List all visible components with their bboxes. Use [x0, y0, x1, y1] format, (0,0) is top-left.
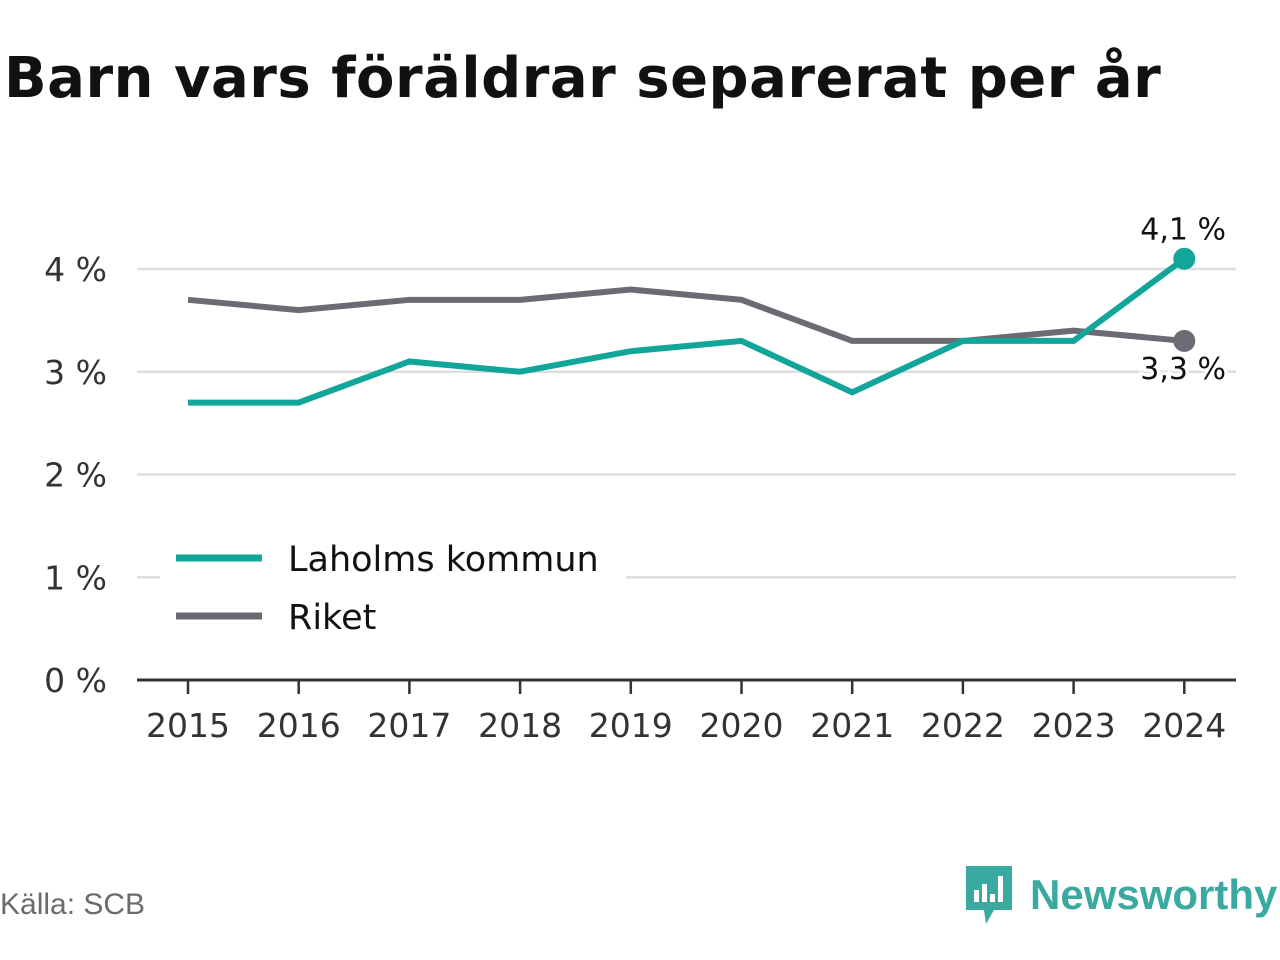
y-tick-label: 0 %: [44, 661, 107, 700]
source-note: Källa: SCB: [0, 888, 146, 921]
y-tick-label: 1 %: [44, 558, 107, 597]
x-tick-label: 2024: [1142, 706, 1226, 745]
y-tick-label: 3 %: [44, 353, 107, 392]
chart-title: Barn vars föräldrar separerat per år: [4, 46, 1162, 111]
x-tick-label: 2021: [810, 706, 894, 745]
end-point-laholms-kommun: [1173, 247, 1196, 270]
y-tick-label: 4 %: [44, 250, 107, 289]
legend-label: Riket: [288, 598, 376, 638]
end-label-laholms-kommun: 4,1 %: [1140, 213, 1226, 248]
end-labels: 4,1 % 3,3 %: [1137, 213, 1229, 390]
brand-name: Newsworthy: [1030, 871, 1278, 918]
x-tick-label: 2016: [257, 706, 341, 745]
series-line-riket: [187, 286, 1185, 344]
newsworthy-bar-chart-icon: [966, 866, 1012, 924]
x-tick-label: 2019: [589, 706, 673, 745]
brand: Newsworthy: [964, 864, 1277, 926]
x-axis: 2015 2016 2017 2018 2019 2020 2021 2022 2023 2024: [137, 678, 1236, 745]
end-label-riket: 3,3 %: [1140, 352, 1226, 387]
series-lines: [187, 247, 1196, 406]
y-tick-label: 2 %: [44, 456, 107, 495]
legend-label: Laholms kommun: [288, 540, 599, 580]
x-tick-label: 2023: [1032, 706, 1116, 745]
series-line-laholms-kommun: [188, 256, 1187, 406]
end-point-riket: [1173, 329, 1196, 352]
x-tick-label: 2022: [921, 706, 1005, 745]
y-axis-ticks: 0 % 1 % 2 % 3 % 4 %: [44, 250, 107, 700]
x-tick-label: 2020: [700, 706, 784, 745]
x-tick-label: 2017: [367, 706, 451, 745]
legend-background: [160, 528, 626, 646]
legend: Laholms kommun Riket: [160, 528, 626, 646]
x-tick-label: 2015: [146, 706, 230, 745]
x-tick-label: 2018: [478, 706, 562, 745]
